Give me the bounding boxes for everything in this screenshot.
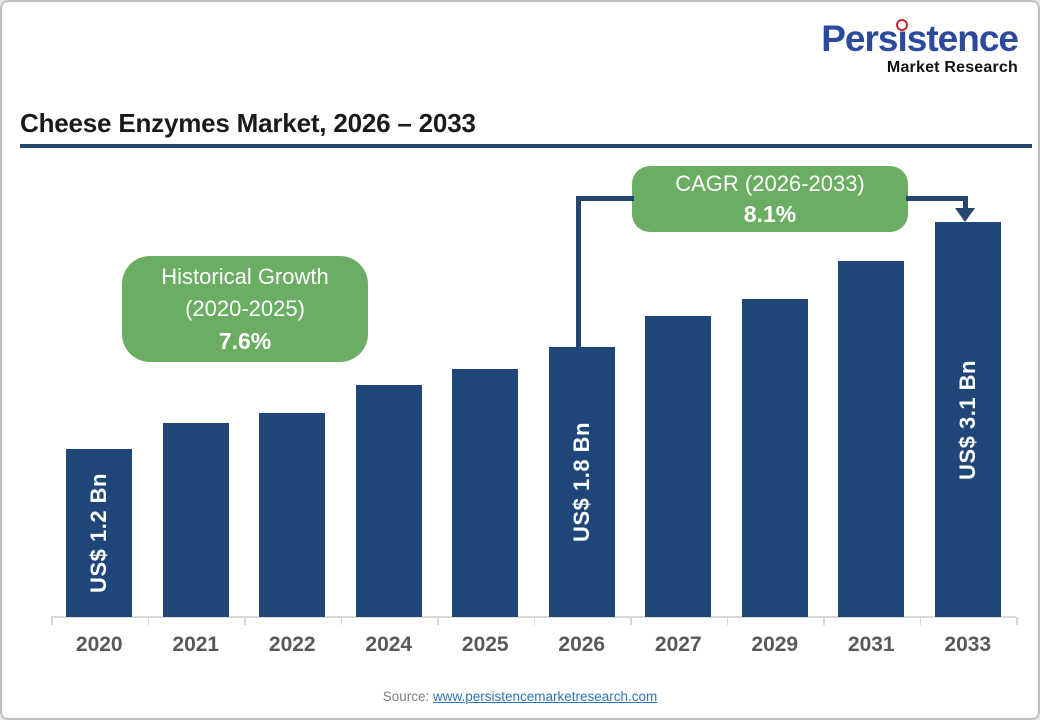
logo-wordmark: Persistence (821, 18, 1019, 59)
bar-2027 (645, 316, 712, 617)
bar-value-label-2026: US$ 1.8 Bn (568, 422, 594, 542)
bar-2033: US$ 3.1 Bn (934, 222, 1001, 617)
x-axis-label-2021: 2021 (172, 633, 220, 656)
bar-value-label-2033: US$ 3.1 Bn (954, 359, 980, 480)
bar-2021 (162, 423, 229, 617)
cagr-connector-left-vertical (576, 196, 581, 348)
x-axis-label-2022: 2022 (268, 633, 316, 656)
x-axis-tick (823, 617, 825, 625)
bar-2031 (838, 261, 905, 617)
x-axis-tick (437, 617, 439, 625)
logo-i-red-dot-icon: i (897, 18, 907, 59)
source-prefix: Source: (382, 689, 433, 704)
x-axis-label-2029: 2029 (751, 633, 799, 656)
x-axis-label-2033: 2033 (944, 633, 992, 656)
arrow-down-icon (955, 208, 975, 222)
x-axis-label-2020: 2020 (75, 633, 123, 656)
x-axis-tick (340, 617, 342, 625)
bar-2020: US$ 1.2 Bn (66, 449, 133, 617)
x-axis-label-2024: 2024 (365, 633, 413, 656)
x-axis-label-2025: 2025 (461, 633, 509, 656)
bar-2024 (355, 385, 422, 617)
logo-text-pre: Pers (821, 18, 898, 59)
historical-growth-line2: (2020-2025) (185, 296, 305, 321)
cagr-connector-right-horizontal (906, 196, 968, 201)
x-axis-label-2027: 2027 (654, 633, 702, 656)
historical-growth-callout: Historical Growth (2020-2025) 7.6% (122, 256, 368, 362)
x-axis-tick (147, 617, 149, 625)
cagr-connector-left-horizontal (576, 196, 634, 201)
bar-value-label-2020: US$ 1.2 Bn (86, 473, 112, 593)
chart-title: Cheese Enzymes Market, 2026 – 2033 (20, 108, 476, 138)
historical-growth-value: 7.6% (218, 328, 272, 354)
source-link[interactable]: www.persistencemarketresearch.com (432, 689, 658, 704)
company-logo: Persistence Market Research (821, 18, 1019, 76)
bar-2026: US$ 1.8 Bn (548, 347, 615, 617)
bar-2025 (452, 369, 519, 617)
bar-2029 (741, 299, 808, 617)
historical-growth-line1: Historical Growth (161, 264, 329, 289)
x-axis-tick (630, 617, 632, 625)
cagr-callout: CAGR (2026-2033) 8.1% (632, 166, 908, 232)
source-line: Source: www.persistencemarketresearch.co… (2, 689, 1038, 704)
x-axis-label-2026: 2026 (558, 633, 606, 656)
cagr-line1: CAGR (2026-2033) (675, 171, 865, 196)
x-axis-tick (1016, 617, 1018, 625)
title-underline (20, 144, 1032, 148)
bar-2022 (259, 413, 326, 617)
x-axis-tick (533, 617, 535, 625)
x-axis-tick (51, 617, 53, 625)
logo-text-post: stence (906, 18, 1019, 59)
x-axis-tick (244, 617, 246, 625)
x-axis-tick (919, 617, 921, 625)
logo-subtitle: Market Research (886, 59, 1018, 76)
x-axis-label-2031: 2031 (847, 633, 895, 656)
cagr-value: 8.1% (743, 201, 797, 227)
x-axis-tick (726, 617, 728, 625)
cagr-connector-right-vertical (963, 196, 968, 210)
